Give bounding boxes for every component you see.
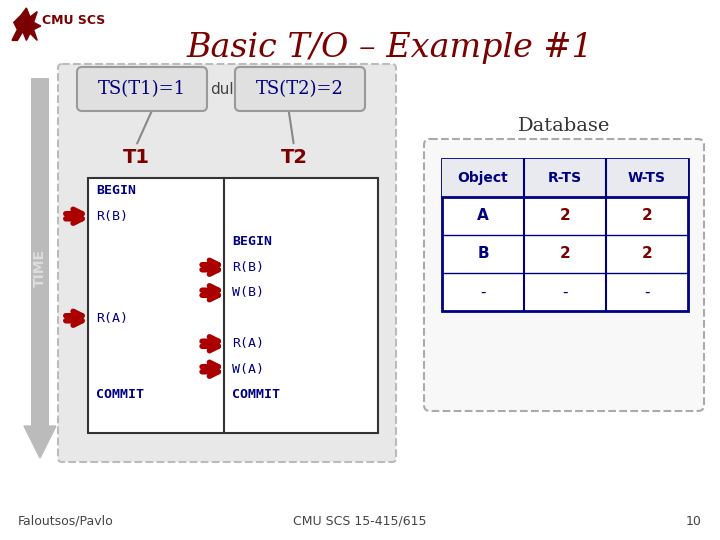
Text: W(A): W(A) [233, 363, 264, 376]
Text: 2: 2 [559, 208, 570, 224]
Polygon shape [24, 426, 56, 458]
Text: TIME: TIME [33, 249, 47, 287]
FancyBboxPatch shape [77, 67, 207, 111]
Text: Faloutsos/Pavlo: Faloutsos/Pavlo [18, 515, 114, 528]
Text: W-TS: W-TS [628, 171, 666, 185]
Text: W(B): W(B) [233, 286, 264, 299]
Text: Object: Object [458, 171, 508, 185]
Text: TS(T2)=2: TS(T2)=2 [256, 80, 344, 98]
Text: CMU SCS 15-415/615: CMU SCS 15-415/615 [293, 515, 427, 528]
Text: COMMIT: COMMIT [233, 388, 280, 401]
Text: -: - [480, 285, 486, 300]
Text: BEGIN: BEGIN [233, 235, 272, 248]
Text: BEGIN: BEGIN [96, 184, 136, 197]
Text: CMU SCS: CMU SCS [42, 14, 105, 27]
Text: B: B [477, 246, 489, 261]
Bar [442, 159, 688, 197]
Bar [31, 78, 49, 426]
FancyBboxPatch shape [235, 67, 365, 111]
Text: dul: dul [210, 82, 233, 97]
Text: R(A): R(A) [96, 312, 128, 325]
Text: 2: 2 [642, 208, 652, 224]
Text: R(A): R(A) [233, 338, 264, 350]
FancyBboxPatch shape [58, 64, 396, 462]
Text: T1: T1 [122, 148, 150, 167]
Text: R-TS: R-TS [548, 171, 582, 185]
Text: -: - [644, 285, 649, 300]
Text: 2: 2 [642, 246, 652, 261]
Text: 2: 2 [559, 246, 570, 261]
Text: TS(T1)=1: TS(T1)=1 [98, 80, 186, 98]
Text: A: A [477, 208, 489, 224]
FancyBboxPatch shape [424, 139, 704, 411]
Polygon shape [12, 8, 41, 40]
Text: Basic T/O – Example #1: Basic T/O – Example #1 [186, 32, 593, 64]
Text: 10: 10 [686, 515, 702, 528]
Text: Database: Database [518, 117, 610, 135]
Text: COMMIT: COMMIT [96, 388, 144, 401]
Text: -: - [562, 285, 568, 300]
Text: T2: T2 [281, 148, 307, 167]
Text: R(B): R(B) [96, 210, 128, 222]
Text: R(B): R(B) [233, 261, 264, 274]
Bar [442, 159, 688, 311]
Bar [88, 178, 378, 433]
